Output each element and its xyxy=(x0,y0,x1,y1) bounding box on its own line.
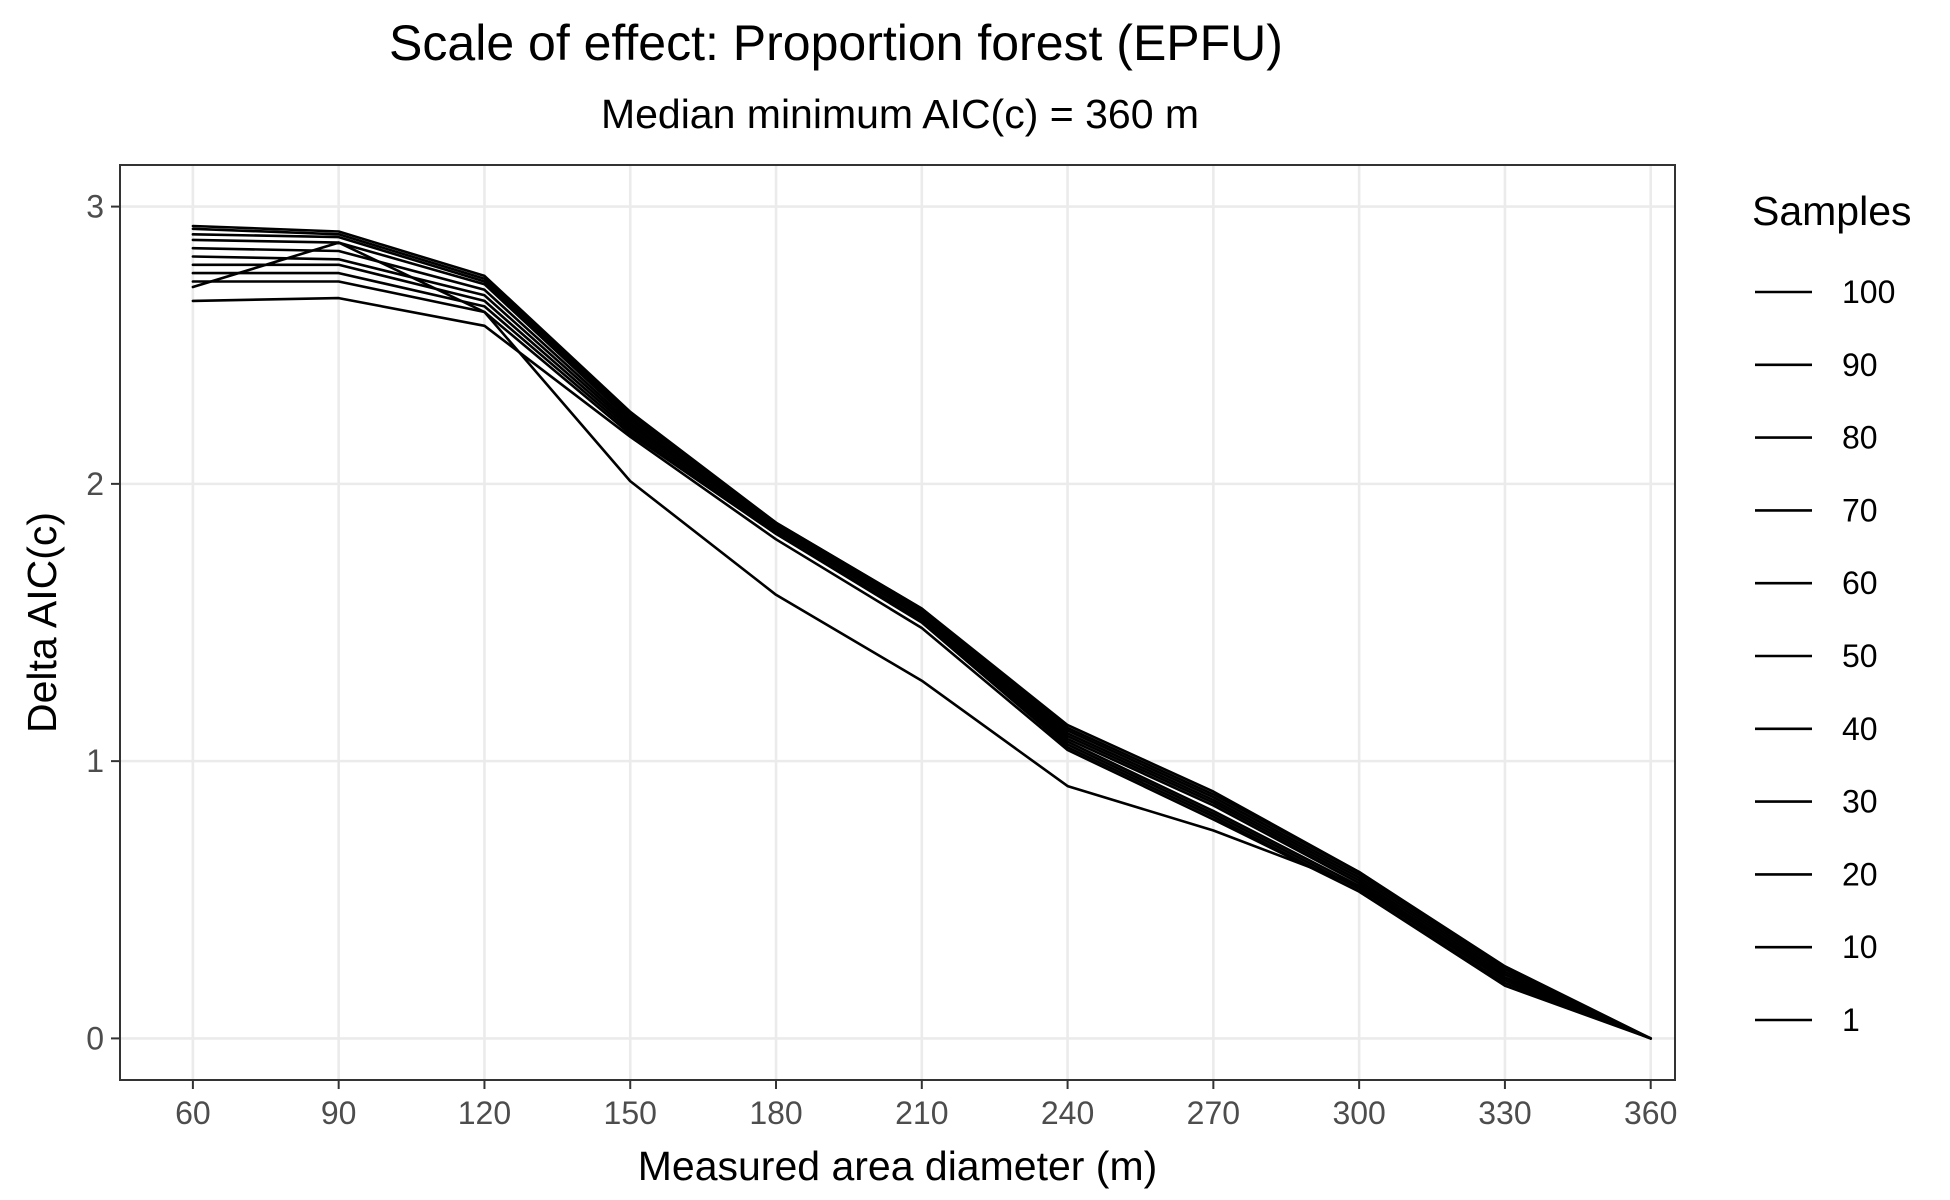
legend-item-50: 50 xyxy=(1755,638,1878,674)
legend-items: 100 90 80 70 60 50 40 30 20 10 1 xyxy=(1755,274,1895,1038)
x-tick-label: 180 xyxy=(749,1095,802,1131)
legend-item-80: 80 xyxy=(1755,420,1878,456)
x-tick-label: 210 xyxy=(895,1095,948,1131)
x-axis: 60 90 120 150 180 210 240 270 300 330 360 xyxy=(175,1080,1677,1131)
legend-item-60: 60 xyxy=(1755,565,1878,601)
y-tick-label: 3 xyxy=(86,189,104,225)
legend-label: 30 xyxy=(1842,784,1878,820)
x-tick-label: 120 xyxy=(458,1095,511,1131)
legend-title: Samples xyxy=(1752,188,1912,234)
x-tick-label: 300 xyxy=(1332,1095,1385,1131)
series-line-10 xyxy=(191,296,1652,1040)
x-tick-label: 330 xyxy=(1478,1095,1531,1131)
legend-label: 20 xyxy=(1842,856,1878,892)
x-tick-label: 90 xyxy=(321,1095,357,1131)
x-tick-label: 270 xyxy=(1187,1095,1240,1131)
legend-label: 50 xyxy=(1842,638,1878,674)
legend-item-90: 90 xyxy=(1755,347,1878,383)
plot-panel xyxy=(119,164,1676,1081)
legend-label: 40 xyxy=(1842,711,1878,747)
series-lines xyxy=(191,224,1652,1040)
y-tick-label: 2 xyxy=(86,466,104,502)
legend-item-20: 20 xyxy=(1755,856,1878,892)
legend-item-1: 1 xyxy=(1755,1002,1860,1038)
x-tick-label: 360 xyxy=(1624,1095,1677,1131)
x-axis-title: Measured area diameter (m) xyxy=(638,1143,1158,1189)
legend-label: 90 xyxy=(1842,347,1878,383)
chart-subtitle: Median minimum AIC(c) = 360 m xyxy=(601,91,1199,137)
series-line-1 xyxy=(191,241,1652,1040)
y-axis: 0 1 2 3 xyxy=(86,189,120,1056)
x-tick-label: 240 xyxy=(1041,1095,1094,1131)
series-line-30 xyxy=(191,271,1652,1040)
legend-item-100: 100 xyxy=(1755,274,1895,310)
series-line-50 xyxy=(191,255,1652,1040)
legend-label: 1 xyxy=(1842,1002,1860,1038)
legend-label: 10 xyxy=(1842,929,1878,965)
panel-border xyxy=(119,164,1676,1081)
x-tick-label: 150 xyxy=(604,1095,657,1131)
x-tick-label: 60 xyxy=(175,1095,211,1131)
series-line-90 xyxy=(191,227,1652,1040)
y-axis-title: Delta AIC(c) xyxy=(19,512,65,733)
chart-title: Scale of effect: Proportion forest (EPFU… xyxy=(389,15,1283,71)
legend: Samples 100 90 80 70 60 50 40 30 20 10 1 xyxy=(1752,188,1912,1038)
legend-label: 60 xyxy=(1842,565,1878,601)
legend-label: 80 xyxy=(1842,420,1878,456)
legend-label: 70 xyxy=(1842,492,1878,528)
series-line-70 xyxy=(191,238,1652,1040)
y-tick-label: 1 xyxy=(86,743,104,779)
y-tick-label: 0 xyxy=(86,1020,104,1056)
legend-label: 100 xyxy=(1842,274,1895,310)
grid-lines xyxy=(120,165,1675,1080)
legend-item-70: 70 xyxy=(1755,492,1878,528)
legend-item-40: 40 xyxy=(1755,711,1878,747)
legend-item-30: 30 xyxy=(1755,784,1878,820)
legend-item-10: 10 xyxy=(1755,929,1878,965)
